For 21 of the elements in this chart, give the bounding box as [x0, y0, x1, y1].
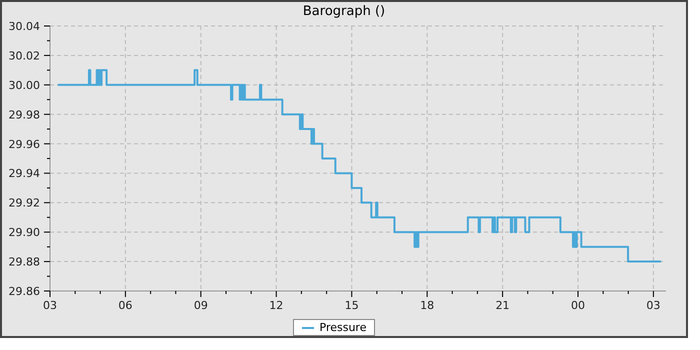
- x-tick-label: 12: [269, 299, 284, 312]
- x-tick-label: 00: [571, 299, 585, 312]
- y-tick-label: 30.02: [8, 49, 40, 62]
- y-tick-label: 29.94: [8, 167, 40, 180]
- y-tick-label: 30.04: [8, 20, 40, 33]
- y-tick-label: 29.96: [8, 138, 40, 151]
- x-tick-label: 09: [194, 299, 208, 312]
- x-tick-label: 03: [43, 299, 57, 312]
- legend-label: Pressure: [320, 321, 366, 334]
- x-tick-label: 03: [646, 299, 660, 312]
- y-tick-label: 30.00: [8, 78, 40, 92]
- x-tick-label: 15: [344, 299, 359, 312]
- y-tick-label: 29.98: [8, 108, 40, 122]
- y-tick-label: 29.92: [8, 196, 40, 210]
- y-tick-label: 29.90: [8, 226, 40, 240]
- x-tick-label: 18: [420, 299, 434, 312]
- x-tick-label: 06: [118, 299, 132, 312]
- chart-title: Barograph (): [302, 4, 386, 19]
- y-tick-label: 29.86: [8, 285, 40, 298]
- x-tick-label: 21: [496, 299, 510, 312]
- y-tick-label: 29.88: [8, 256, 40, 269]
